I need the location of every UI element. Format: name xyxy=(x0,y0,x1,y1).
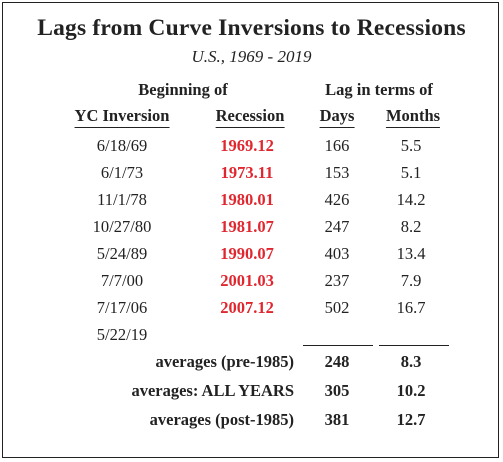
recession-date: 1973.11 xyxy=(220,163,274,182)
recession-date: 1981.07 xyxy=(220,217,274,236)
header-beginning-of: Beginning of xyxy=(138,80,228,99)
recession-date: 1990.07 xyxy=(220,244,274,263)
recession-date: 1980.01 xyxy=(220,190,274,209)
inversion-date: 6/18/69 xyxy=(96,136,148,155)
recession-date: 2007.12 xyxy=(220,298,274,317)
header-yc-inversion: YC Inversion xyxy=(74,106,170,128)
inversion-date: 11/1/78 xyxy=(97,190,147,209)
days-separator-rule xyxy=(303,345,373,346)
average-months: 8.3 xyxy=(400,352,422,371)
lag-days: 166 xyxy=(324,136,350,155)
recession-date: 1969.12 xyxy=(220,136,274,155)
recession-date: 2001.03 xyxy=(220,271,274,290)
lag-days: 237 xyxy=(324,271,350,290)
months-separator-rule xyxy=(379,345,449,346)
inversion-date: 10/27/80 xyxy=(92,217,152,236)
lag-months: 5.5 xyxy=(400,136,422,155)
average-months: 12.7 xyxy=(396,410,426,429)
average-label: averages (pre-1985) xyxy=(155,352,294,371)
average-months: 10.2 xyxy=(396,381,426,400)
lag-days: 403 xyxy=(324,244,350,263)
header-days: Days xyxy=(319,106,355,128)
average-label: averages (post-1985) xyxy=(149,410,294,429)
inversion-date: 7/7/00 xyxy=(100,271,144,290)
lag-months: 5.1 xyxy=(400,163,422,182)
lag-months: 16.7 xyxy=(396,298,426,317)
average-days: 248 xyxy=(324,352,350,371)
inversion-date: 6/1/73 xyxy=(100,163,144,182)
lag-months: 13.4 xyxy=(396,244,426,263)
lag-months: 7.9 xyxy=(400,271,422,290)
lag-days: 426 xyxy=(324,190,350,209)
inversion-date: 5/22/19 xyxy=(96,325,148,344)
inversion-date: 7/17/06 xyxy=(96,298,148,317)
table-frame xyxy=(2,2,499,458)
header-recession: Recession xyxy=(215,106,285,128)
average-days: 305 xyxy=(324,381,350,400)
lag-days: 247 xyxy=(324,217,350,236)
lag-days: 153 xyxy=(324,163,350,182)
lag-months: 8.2 xyxy=(400,217,422,236)
average-label: averages: ALL YEARS xyxy=(131,381,294,400)
page-subtitle: U.S., 1969 - 2019 xyxy=(191,47,312,66)
header-months: Months xyxy=(385,106,441,128)
header-lag-in-terms-of: Lag in terms of xyxy=(325,80,433,99)
lag-days: 502 xyxy=(324,298,350,317)
average-days: 381 xyxy=(324,410,350,429)
page-title: Lags from Curve Inversions to Recessions xyxy=(37,15,466,41)
inversion-date: 5/24/89 xyxy=(96,244,148,263)
lag-months: 14.2 xyxy=(396,190,426,209)
